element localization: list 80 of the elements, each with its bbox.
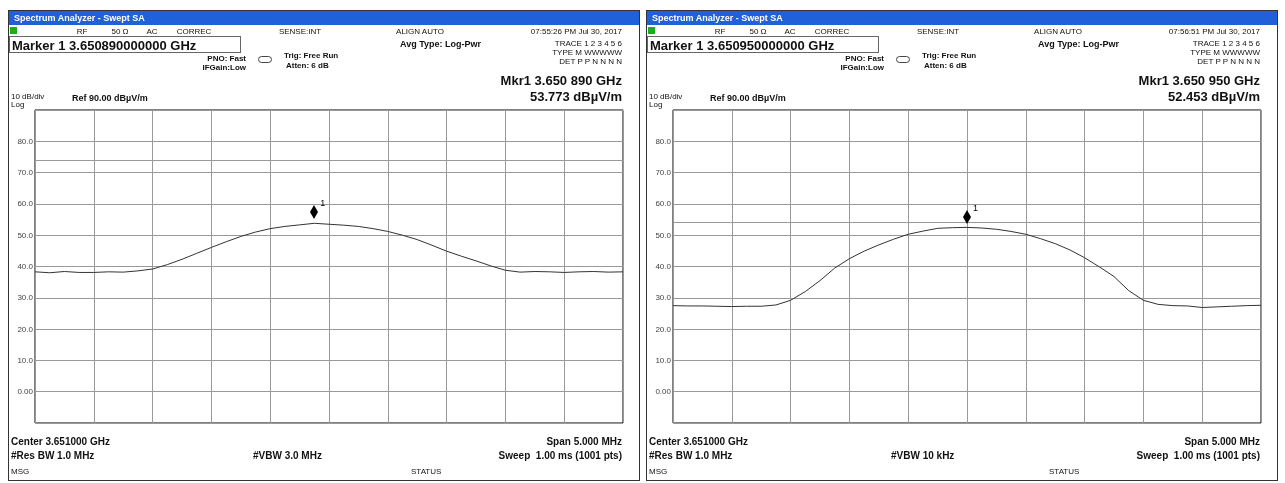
y-tick-label: 30.0 [17, 293, 34, 303]
text: TRACE 1 2 3 4 5 6 [1192, 38, 1261, 48]
y-tick-label: 50.0 [655, 230, 672, 240]
text: CORREC [176, 26, 212, 36]
text: RF [714, 26, 726, 36]
text: IFGain:Low [202, 62, 247, 72]
text: Log [11, 99, 25, 109]
text: Ref 90.00 dBµV/m [710, 93, 786, 103]
text: Trig: Free Run [284, 50, 339, 60]
text: STATUS [1049, 466, 1080, 476]
text: Span 5.000 MHz [1184, 435, 1260, 447]
text: DET P P N N N N [1197, 56, 1261, 66]
text: Avg Type: Log-Pwr [1038, 39, 1120, 49]
text: ALIGN AUTO [1034, 26, 1082, 36]
line-series [34, 222, 624, 274]
annotation: 1 [973, 202, 979, 213]
y-tick-label: 70.0 [655, 168, 672, 178]
text: Mkr1 3.650 950 GHz [1138, 72, 1261, 88]
text: AC [784, 26, 796, 36]
y-tick-label: 30.0 [655, 293, 672, 303]
text: STATUS [411, 466, 442, 476]
text: AC [146, 26, 158, 36]
y-tick-label: 10.0 [17, 355, 34, 365]
text: Marker 1 3.650950000000 GHz [650, 37, 835, 53]
y-tick-label: 60.0 [17, 199, 34, 209]
text: TYPE M WWWWW [1190, 47, 1261, 57]
text: SENSE:INT [916, 26, 960, 36]
y-tick-label: 0.00 [17, 387, 34, 397]
text: Center 3.651000 GHz [649, 435, 748, 447]
text: 07:55:26 PM Jul 30, 2017 [530, 26, 623, 36]
annotation: 1 [320, 198, 326, 209]
text: Sweep 1.00 ms (1001 pts) [1136, 449, 1260, 461]
y-tick-label: 40.0 [655, 262, 672, 271]
text: #Res BW 1.0 MHz [11, 449, 95, 461]
y-tick-label: 50.0 [17, 230, 34, 240]
text: Center 3.651000 GHz [11, 435, 110, 447]
text: #VBW 10 kHz [891, 449, 955, 461]
text: SENSE:INT [278, 26, 322, 36]
text: MSG [649, 466, 668, 476]
text: 10 dB/div [649, 91, 683, 101]
text: Sweep 1.00 ms (1001 pts) [498, 449, 622, 461]
text: CORREC [814, 26, 850, 36]
y-tick-label: 0.00 [655, 387, 672, 397]
text: 10 dB/div [11, 91, 45, 101]
chart-title: Spectrum Analyzer - Swept SA [14, 12, 146, 23]
text: TYPE M WWWWW [552, 47, 623, 57]
text: 53.773 dBµV/m [529, 88, 622, 104]
text: 50 Ω [111, 26, 129, 36]
text: Atten: 6 dB [924, 60, 967, 70]
text: PNO: Fast [207, 53, 247, 63]
text: Atten: 6 dB [286, 60, 329, 70]
text: ALIGN AUTO [396, 26, 444, 36]
text: Avg Type: Log-Pwr [400, 39, 482, 49]
text: Mkr1 3.650 890 GHz [500, 72, 623, 88]
y-tick-label: 20.0 [655, 324, 672, 334]
text: 52.453 dBµV/m [1167, 88, 1260, 104]
y-tick-label: 60.0 [655, 199, 672, 209]
y-tick-label: 80.0 [655, 136, 672, 146]
y-tick-label: 10.0 [655, 355, 672, 365]
text: Log [649, 99, 663, 109]
text: #Res BW 1.0 MHz [649, 449, 733, 461]
text: Span 5.000 MHz [546, 435, 622, 447]
text: Ref 90.00 dBµV/m [72, 93, 148, 103]
y-tick-label: 80.0 [17, 136, 34, 146]
line-series [672, 226, 1262, 308]
text: 07:56:51 PM Jul 30, 2017 [1168, 26, 1261, 36]
text: Trig: Free Run [922, 50, 977, 60]
text: DET P P N N N N [559, 56, 623, 66]
text: Marker 1 3.650890000000 GHz [12, 37, 197, 53]
text: PNO: Fast [845, 53, 885, 63]
text: RF [76, 26, 88, 36]
y-tick-label: 20.0 [17, 324, 34, 334]
text: #VBW 3.0 MHz [253, 449, 322, 461]
text: TRACE 1 2 3 4 5 6 [554, 38, 623, 48]
y-tick-label: 70.0 [17, 168, 34, 178]
y-tick-label: 40.0 [17, 262, 34, 271]
chart-title: Spectrum Analyzer - Swept SA [652, 12, 784, 23]
text: IFGain:Low [840, 62, 885, 72]
text: 50 Ω [749, 26, 767, 36]
text: MSG [11, 466, 30, 476]
